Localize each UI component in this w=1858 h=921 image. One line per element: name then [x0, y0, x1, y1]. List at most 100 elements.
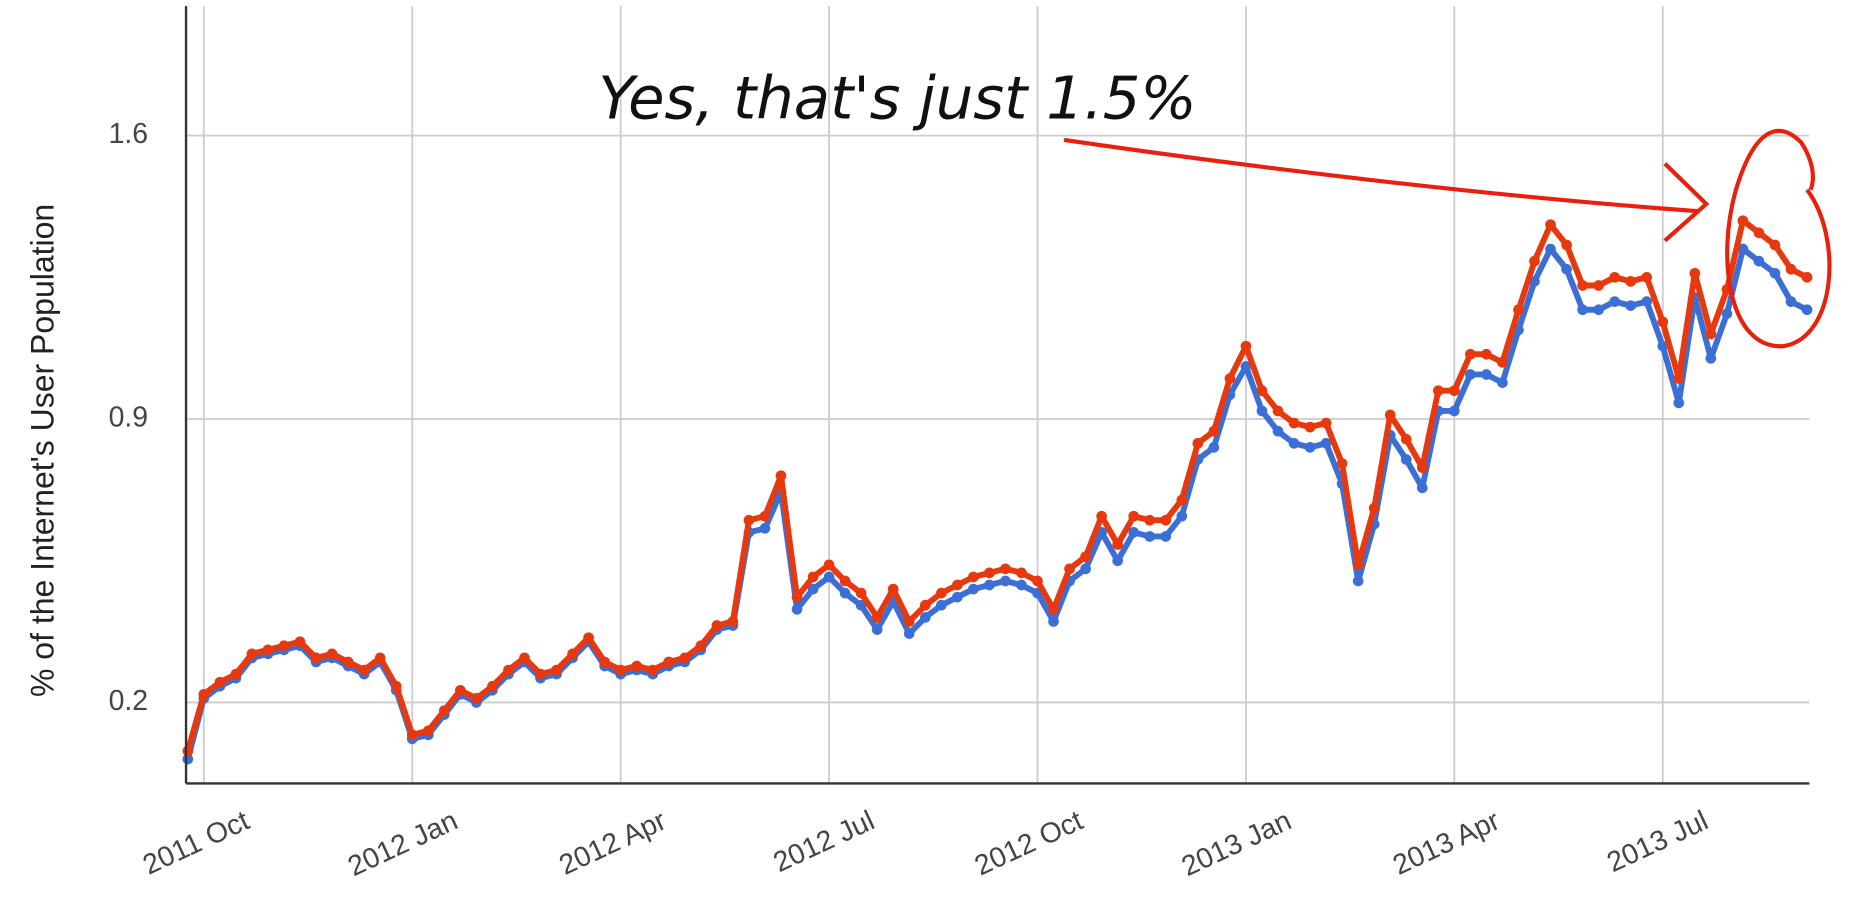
data-point [1032, 575, 1043, 587]
data-point [1080, 563, 1091, 575]
data-point [968, 583, 979, 595]
data-point [1160, 531, 1172, 542]
data-point [1609, 296, 1620, 307]
data-point [1192, 437, 1204, 449]
data-point [1256, 385, 1268, 397]
data-point [455, 684, 466, 696]
data-point [631, 660, 643, 672]
data-point [519, 652, 530, 664]
x-tick-label: 2013 Apr [1388, 805, 1505, 882]
data-point [919, 599, 931, 611]
data-point [1545, 219, 1556, 231]
data-point [535, 668, 546, 680]
grid [186, 6, 1810, 784]
data-point [1641, 296, 1653, 307]
data-point [791, 591, 803, 603]
data-point [984, 579, 995, 591]
data-point [855, 599, 867, 611]
data-point [775, 470, 787, 482]
data-point [1577, 304, 1588, 316]
data-point [374, 652, 386, 664]
x-tick-label: 2012 Jul [769, 805, 880, 879]
data-point [583, 632, 594, 643]
data-point [1673, 397, 1685, 409]
data-point [1064, 563, 1075, 575]
data-point [887, 583, 899, 595]
data-point [711, 620, 723, 631]
data-point [855, 587, 867, 599]
data-point [551, 664, 562, 676]
data-point [1465, 369, 1476, 380]
y-tick-label: 0.9 [109, 402, 149, 434]
data-point [823, 571, 835, 583]
data-point [471, 693, 482, 704]
data-point [1048, 616, 1059, 627]
data-point [390, 680, 402, 692]
data-point [422, 725, 434, 737]
data-point [1400, 433, 1412, 445]
data-point [1208, 425, 1220, 437]
data-point [326, 648, 338, 660]
data-point [1368, 502, 1380, 514]
data-point [1320, 417, 1332, 429]
data-point [1288, 437, 1300, 449]
x-tick-label: 2012 Jan [343, 805, 463, 883]
series-line [184, 217, 1811, 755]
data-point [182, 745, 194, 757]
x-tick-label: 2013 Jan [1177, 805, 1297, 883]
data-point [935, 587, 947, 599]
data-point [807, 571, 819, 583]
y-tick-label: 0.2 [109, 685, 149, 717]
data-point [1240, 340, 1252, 352]
data-point [438, 705, 450, 716]
data-point [487, 680, 498, 692]
data-point [1737, 215, 1749, 226]
data-point [1561, 239, 1572, 251]
data-point [278, 640, 290, 652]
data-point [230, 668, 242, 680]
data-point [1000, 563, 1011, 575]
data-point [1128, 527, 1140, 538]
annotation-circle [1725, 128, 1832, 349]
annotation: Yes, that's just 1.5% [598, 64, 1196, 133]
data-point [1144, 531, 1156, 542]
data-point [1481, 369, 1492, 380]
data-point [1737, 243, 1749, 255]
data-point [342, 656, 354, 668]
data-point [1352, 575, 1364, 587]
data-point [262, 644, 274, 656]
data-point [952, 591, 963, 603]
data-point [1432, 385, 1444, 397]
data-point [759, 523, 771, 534]
data-point [1529, 255, 1540, 267]
data-point [903, 628, 915, 639]
data-point [1609, 271, 1620, 283]
data-point [903, 616, 915, 627]
data-point [1352, 559, 1364, 571]
data-point [663, 656, 675, 668]
data-point [1096, 510, 1107, 522]
data-point [1705, 352, 1717, 364]
data-point [1689, 267, 1701, 279]
series-line [184, 246, 1811, 763]
data-point [1304, 421, 1316, 433]
data-point [743, 514, 755, 526]
data-point [1449, 385, 1460, 397]
data-point [1080, 551, 1091, 563]
y-tick-label: 1.6 [109, 118, 149, 150]
data-point [1112, 555, 1124, 567]
data-point [1449, 405, 1460, 417]
series [182, 215, 1813, 765]
data-point [1673, 373, 1685, 384]
data-point [1801, 304, 1813, 316]
x-tick-label: 2012 Apr [554, 805, 671, 882]
data-point [615, 664, 627, 676]
data-point [567, 648, 578, 660]
data-point [1657, 340, 1669, 352]
data-point [1497, 377, 1508, 388]
annotation-arrow [1063, 137, 1697, 214]
y-axis-label: % of the Internet's User Population [24, 204, 60, 697]
data-point [1384, 409, 1396, 421]
data-point [1513, 304, 1524, 316]
x-tick-label: 2013 Jul [1602, 805, 1713, 879]
